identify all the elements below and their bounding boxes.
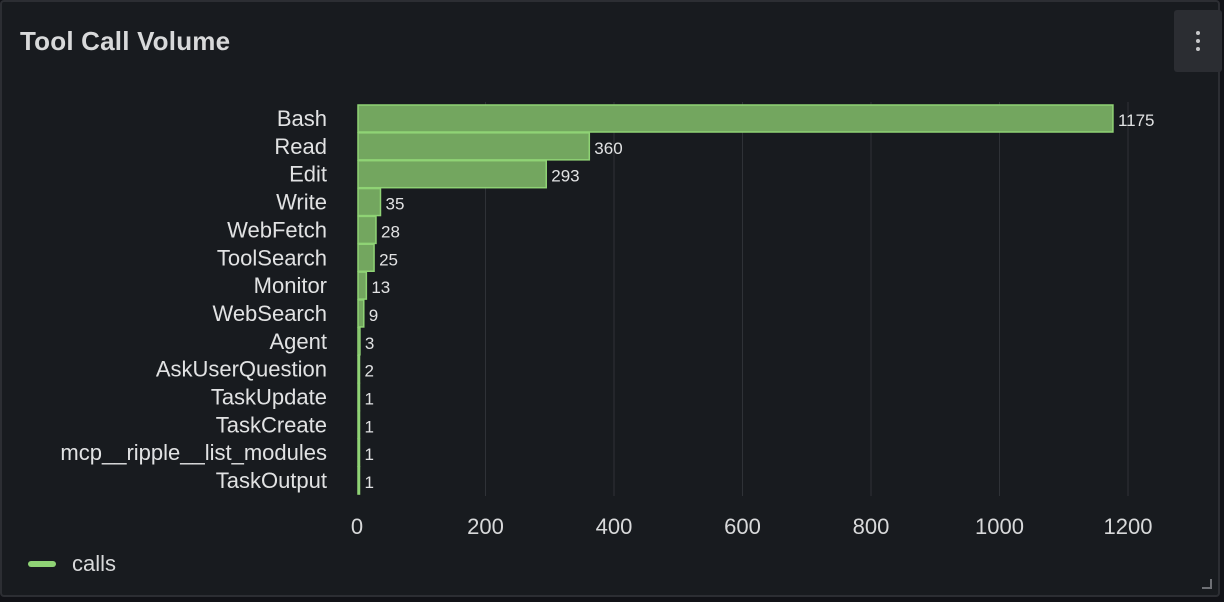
value-label: 293 xyxy=(551,167,579,186)
category-label: Edit xyxy=(289,162,327,187)
value-label: 2 xyxy=(365,362,374,381)
legend-item-calls[interactable]: calls xyxy=(28,551,116,577)
value-labels: 1175 360 293 35 28 25 13 9 3 2 1 1 1 1 xyxy=(365,111,1155,492)
resize-handle[interactable] xyxy=(1202,579,1212,589)
category-label: TaskUpdate xyxy=(211,385,327,410)
value-label: 25 xyxy=(379,250,398,269)
bar[interactable] xyxy=(357,271,368,300)
category-label: WebFetch xyxy=(227,217,327,242)
category-label: Write xyxy=(276,190,327,215)
grid-lines xyxy=(485,102,1129,496)
legend-swatch xyxy=(28,561,56,567)
bar[interactable] xyxy=(357,299,365,328)
bar[interactable] xyxy=(357,243,375,272)
x-tick-label: 600 xyxy=(724,514,761,539)
category-label: ToolSearch xyxy=(217,245,327,270)
bar[interactable] xyxy=(357,159,548,189)
legend-label: calls xyxy=(72,551,117,576)
panel-title: Tool Call Volume xyxy=(20,26,231,56)
bar[interactable] xyxy=(357,132,591,161)
bar[interactable] xyxy=(357,104,1114,133)
value-label: 9 xyxy=(369,306,378,325)
bar[interactable] xyxy=(357,466,361,495)
bar[interactable] xyxy=(357,187,382,217)
category-label: Read xyxy=(274,134,327,159)
category-label: TaskOutput xyxy=(216,468,327,493)
category-label: WebSearch xyxy=(212,301,327,326)
category-label: Monitor xyxy=(254,273,327,298)
x-tick-label: 1200 xyxy=(1104,514,1153,539)
bar[interactable] xyxy=(357,410,361,440)
value-label: 1 xyxy=(365,417,374,436)
x-axis-tick-labels: 0 200 400 600 800 1000 1200 xyxy=(351,514,1153,539)
bar[interactable] xyxy=(357,354,361,384)
value-label: 13 xyxy=(371,278,390,297)
value-label: 1 xyxy=(365,445,374,464)
value-label: 3 xyxy=(365,334,374,353)
x-tick-label: 800 xyxy=(853,514,890,539)
category-label: Bash xyxy=(277,106,327,131)
x-tick-label: 400 xyxy=(596,514,633,539)
value-label: 1175 xyxy=(1118,111,1155,130)
category-label: mcp__ripple__list_modules xyxy=(60,440,327,465)
x-tick-label: 1000 xyxy=(975,514,1024,539)
value-label: 360 xyxy=(594,139,622,158)
x-tick-label: 0 xyxy=(351,514,363,539)
bar[interactable] xyxy=(357,327,361,356)
value-label: 1 xyxy=(365,473,374,492)
bar[interactable] xyxy=(357,438,361,467)
panel-menu-button[interactable] xyxy=(1174,10,1222,72)
category-label: Agent xyxy=(270,329,328,354)
bar[interactable] xyxy=(357,215,377,245)
bars xyxy=(357,104,1114,495)
x-tick-label: 200 xyxy=(467,514,504,539)
kebab-vertical-icon xyxy=(1196,31,1200,51)
value-label: 1 xyxy=(365,390,374,409)
category-label: AskUserQuestion xyxy=(156,357,327,382)
bar[interactable] xyxy=(357,382,361,412)
category-label: TaskCreate xyxy=(216,412,327,437)
value-label: 28 xyxy=(381,222,400,241)
value-label: 35 xyxy=(385,195,404,214)
